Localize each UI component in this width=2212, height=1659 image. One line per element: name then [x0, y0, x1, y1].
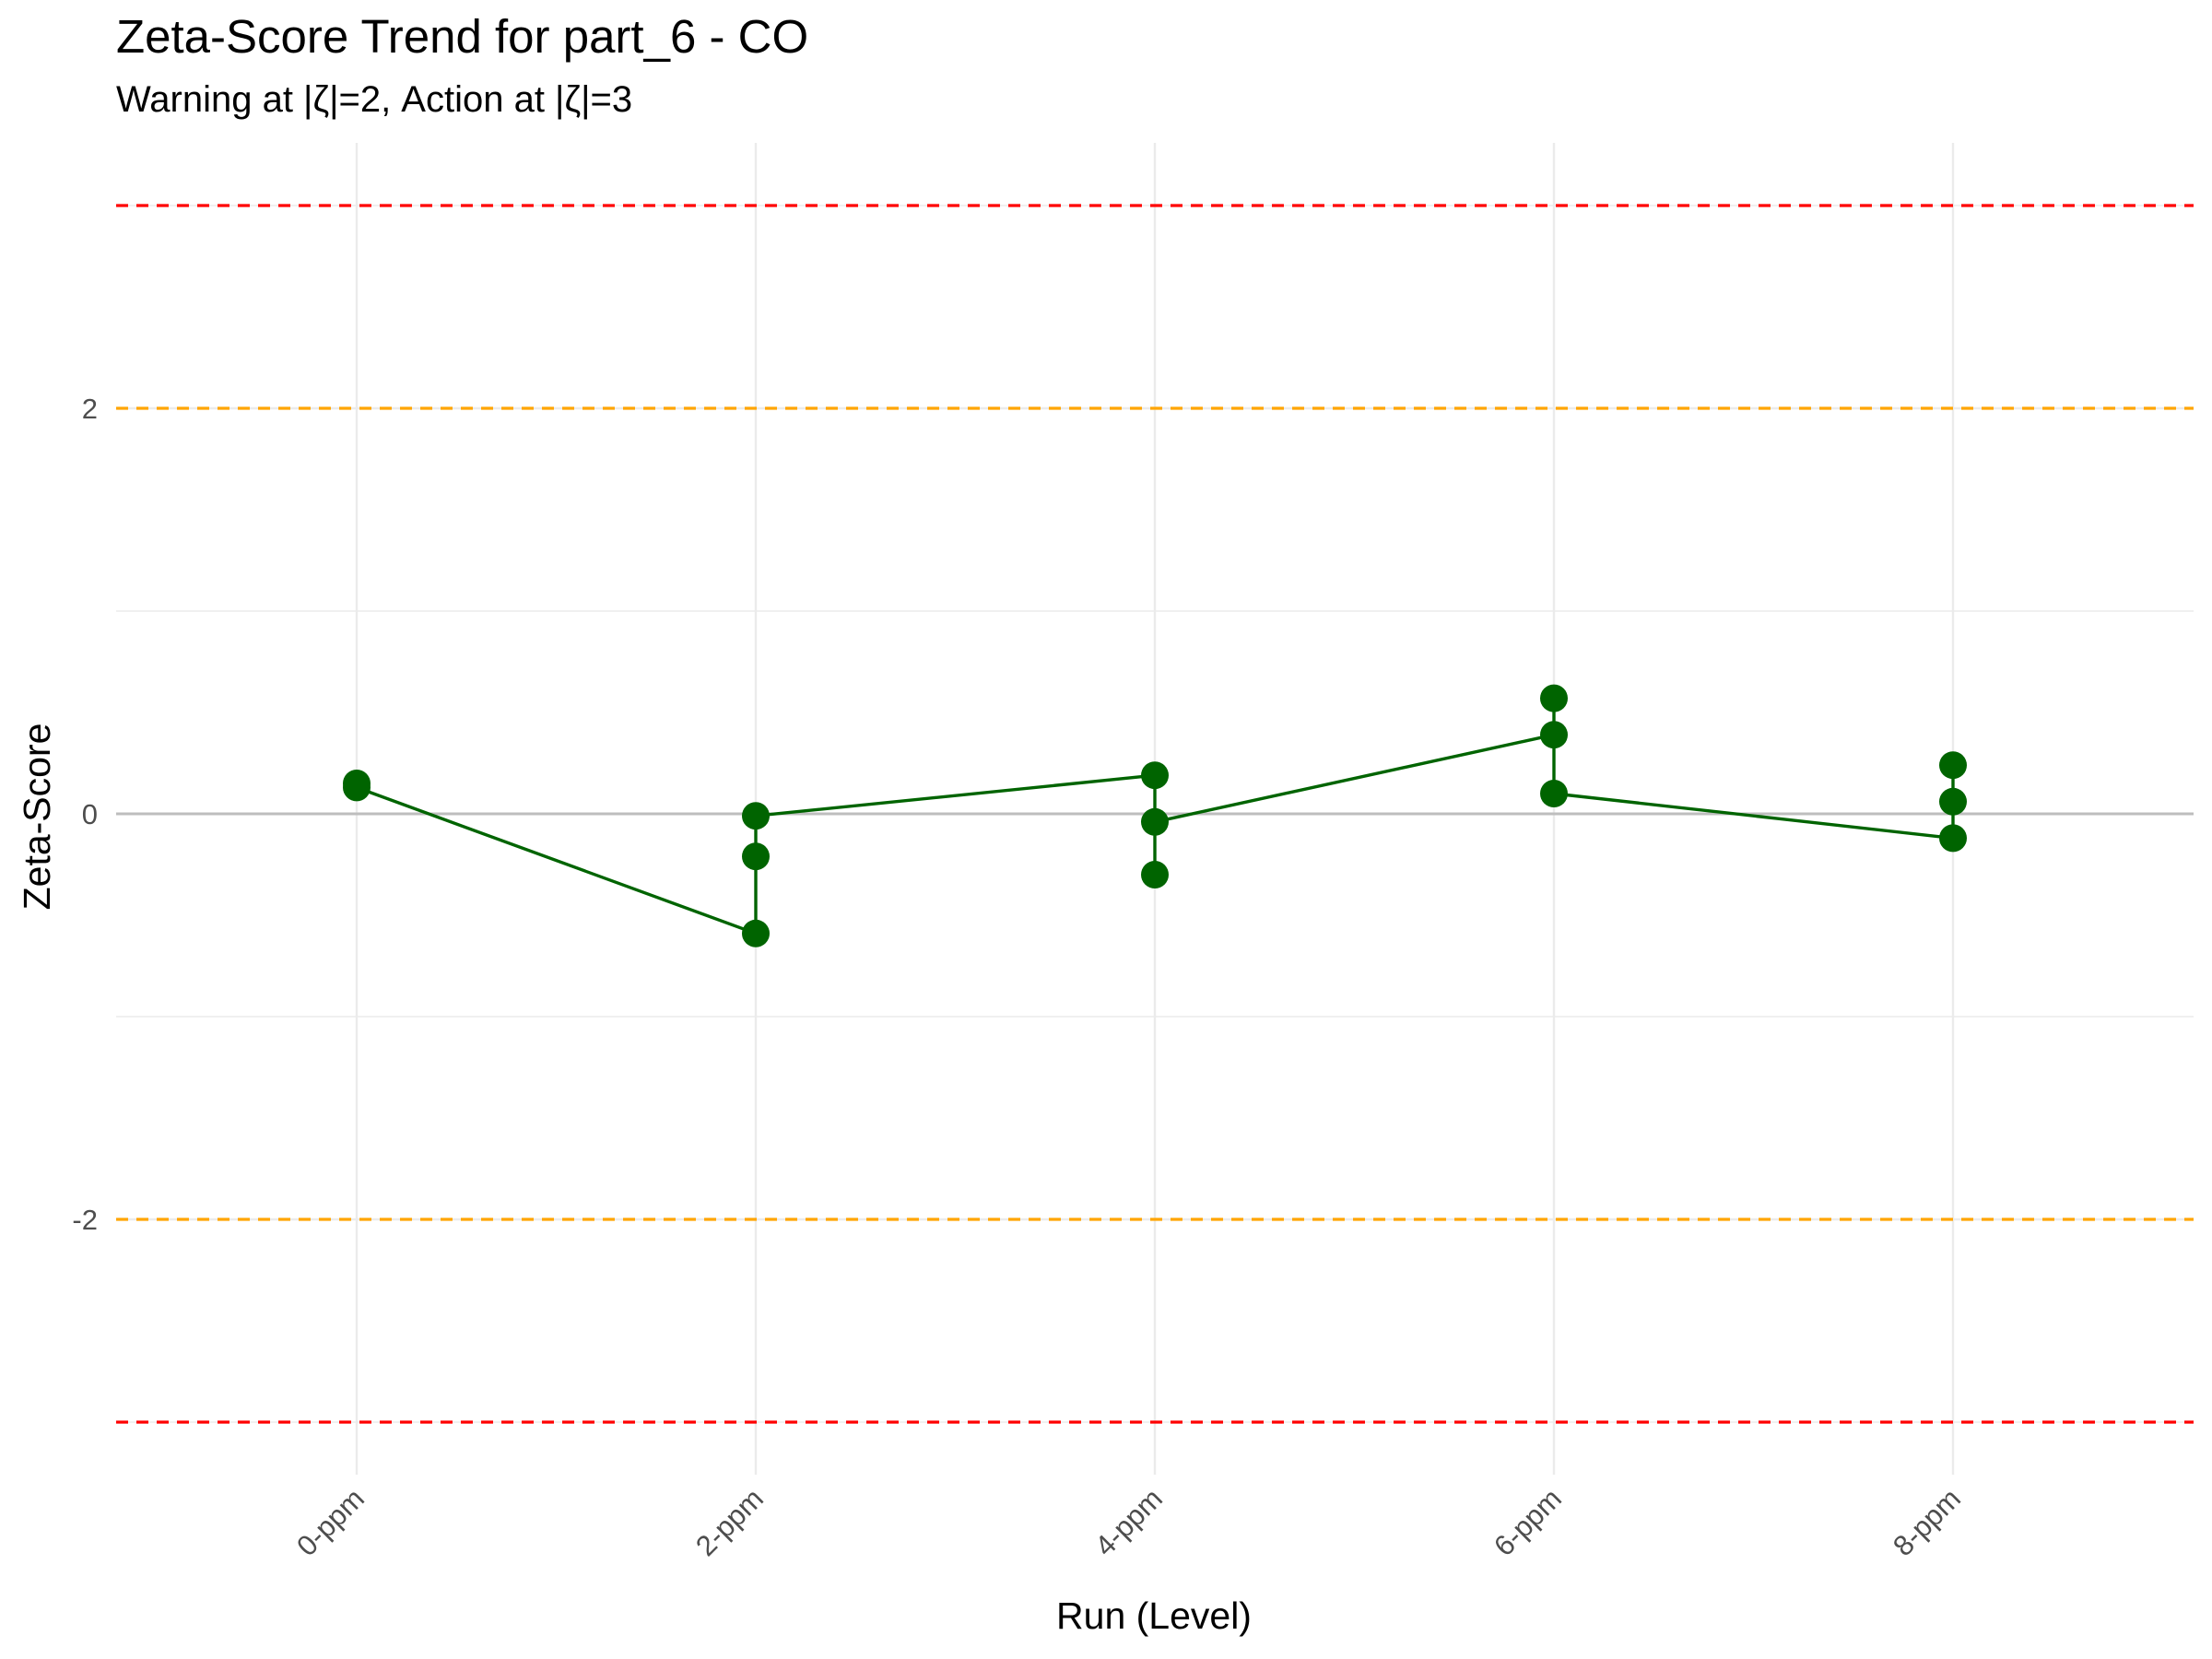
reference-lines: [116, 204, 2194, 1424]
chart-title: Zeta-Score Trend for part_6 - CO: [116, 10, 809, 63]
data-point: [1540, 721, 1568, 749]
x-tick-label: 8-ppm: [1887, 1482, 1967, 1562]
x-tick-label: 6-ppm: [1488, 1482, 1568, 1562]
data-point: [1141, 761, 1169, 790]
x-tick-label: 2-ppm: [689, 1482, 770, 1562]
data-point: [1141, 861, 1169, 888]
data-point: [1939, 824, 1967, 853]
x-axis-title: Run (Level): [1056, 1594, 1252, 1637]
series-line-layer: [355, 696, 1955, 935]
data-point: [1939, 751, 1967, 780]
y-tick-labels: -2 0 2: [72, 393, 98, 1236]
series-line: [355, 696, 1955, 935]
data-point: [742, 842, 770, 871]
data-point: [343, 773, 371, 802]
y-tick-label: 2: [82, 393, 98, 425]
y-tick-label: -2: [72, 1204, 98, 1236]
y-tick-label: 0: [82, 798, 98, 830]
data-point: [742, 919, 770, 947]
data-point: [1540, 780, 1568, 807]
x-tick-labels: 0-ppm 2-ppm 4-ppm 6-ppm 8-ppm: [290, 1482, 1967, 1562]
y-axis-title: Zeta-Score: [16, 724, 58, 911]
x-tick-label: 0-ppm: [290, 1482, 371, 1562]
data-point: [742, 802, 770, 830]
data-point: [1939, 787, 1967, 816]
series-points-layer: [343, 684, 1967, 947]
chart-subtitle: Warning at |ζ|=2, Action at |ζ|=3: [116, 79, 633, 120]
data-point: [1141, 807, 1169, 836]
x-tick-label: 4-ppm: [1088, 1482, 1169, 1562]
data-point: [1540, 684, 1568, 712]
